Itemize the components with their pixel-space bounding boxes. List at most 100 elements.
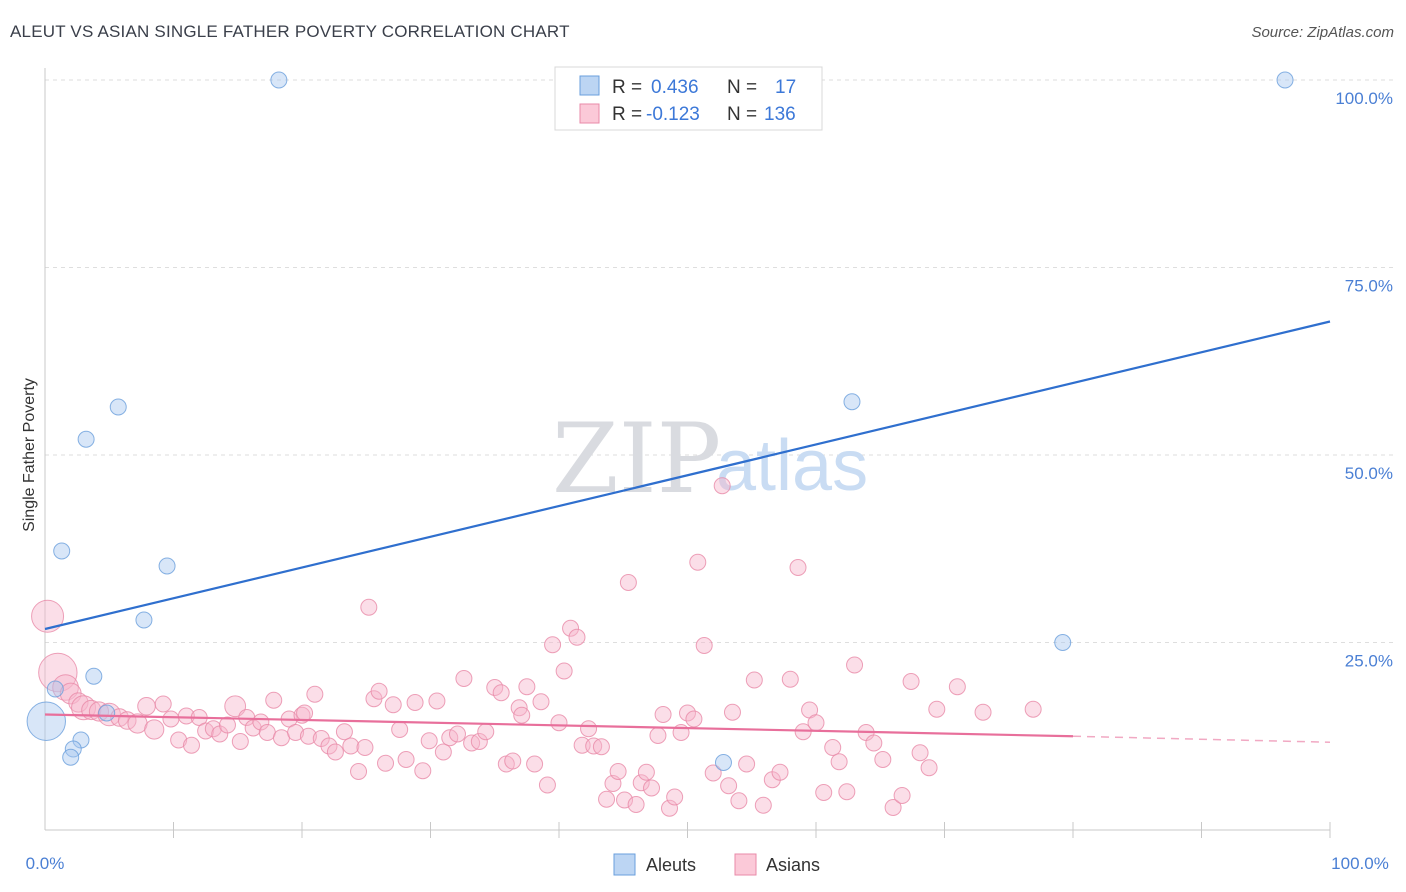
- asians-point-114: [824, 739, 842, 756]
- asians-point-56: [441, 729, 459, 747]
- asians-point-89: [649, 727, 667, 744]
- asians-point-108: [781, 670, 799, 688]
- stats-aleuts-n-label: N =: [727, 77, 757, 98]
- asians-point-73: [555, 662, 573, 680]
- asians-point-80: [598, 790, 616, 808]
- asians-point-109: [789, 559, 807, 576]
- asians-point-100: [720, 777, 738, 795]
- asians-point-84: [619, 574, 637, 591]
- x-tick-label-min: 0.0%: [26, 854, 65, 873]
- asians-point-87: [637, 763, 655, 781]
- aleuts-point-0: [270, 71, 288, 89]
- asians-point-24: [224, 695, 247, 718]
- asians-point-54: [428, 692, 446, 710]
- asians-point-85: [627, 796, 645, 813]
- asians-point-122: [893, 787, 911, 804]
- asians-point-63: [492, 684, 510, 702]
- asians-point-65: [504, 752, 522, 770]
- asians-point-47: [377, 754, 395, 772]
- y-tick-label-100: 100.0%: [1335, 89, 1393, 108]
- legend-asians-swatch[interactable]: [734, 853, 757, 876]
- asians-point-117: [846, 656, 864, 674]
- asians-point-69: [532, 693, 550, 711]
- asians-point-126: [928, 700, 946, 718]
- watermark-zip: ZIP: [552, 403, 721, 515]
- asians-point-0: [31, 599, 65, 633]
- asians-point-113: [815, 784, 833, 801]
- asians-point-42: [350, 763, 368, 780]
- legend-aleuts-label[interactable]: Aleuts: [646, 855, 696, 875]
- asians-point-51: [406, 694, 424, 711]
- aleuts-point-9: [85, 667, 103, 685]
- asians-point-102: [730, 792, 748, 810]
- asians-point-41: [342, 737, 360, 755]
- stats-aleuts-r-label: R =: [612, 77, 642, 98]
- asians-point-131: [296, 704, 314, 722]
- asians-point-61: [477, 723, 495, 741]
- stats-aleuts-swatch: [579, 75, 600, 96]
- asians-point-92: [666, 788, 684, 806]
- y-tick-label-25: 25.0%: [1345, 652, 1393, 671]
- asians-point-112: [807, 714, 825, 732]
- stats-asians-swatch: [579, 103, 600, 124]
- aleuts-point-11: [98, 704, 116, 722]
- asians-point-44: [360, 598, 378, 616]
- asians-point-128: [974, 703, 992, 721]
- chart-title: ALEUT VS ASIAN SINGLE FATHER POVERTY COR…: [10, 22, 570, 41]
- x-tick-label-max: 100.0%: [1331, 854, 1389, 873]
- asians-point-14: [154, 695, 172, 713]
- aleuts-trend-line: [44, 320, 1331, 631]
- asians-point-52: [414, 762, 432, 780]
- asians-point-29: [258, 724, 276, 741]
- asians-point-115: [830, 753, 848, 771]
- asians-point-96: [689, 553, 707, 571]
- asians-trend-line: [44, 713, 1074, 738]
- legend: Aleuts Asians: [613, 853, 820, 876]
- asians-point-105: [754, 796, 772, 814]
- asians-point-82: [609, 763, 627, 780]
- asians-point-58: [455, 670, 473, 687]
- asians-point-124: [911, 744, 929, 762]
- trend-lines: [44, 320, 1331, 743]
- asians-point-36: [306, 685, 324, 703]
- asians-point-17: [177, 707, 195, 725]
- stats-asians-n-value: 136: [764, 104, 796, 125]
- aleuts-point-15: [62, 748, 80, 766]
- asians-point-46: [370, 682, 388, 700]
- asians-point-12: [137, 696, 156, 716]
- asians-point-25: [231, 733, 249, 750]
- aleuts-point-8: [1054, 634, 1072, 651]
- asians-point-101: [723, 703, 741, 721]
- asians-point-13: [144, 719, 165, 740]
- legend-asians-label[interactable]: Asians: [766, 855, 820, 875]
- aleuts-point-3: [77, 430, 95, 448]
- y-axis-label: Single Father Poverty: [21, 378, 38, 532]
- asians-point-125: [920, 759, 938, 777]
- asians-point-55: [434, 743, 452, 761]
- chart-source: Source: ZipAtlas.com: [1251, 24, 1394, 41]
- legend-aleuts-swatch[interactable]: [613, 853, 636, 876]
- asians-point-91: [661, 799, 679, 817]
- asians-point-50: [397, 751, 415, 768]
- gridlines: [45, 79, 1395, 643]
- asians-point-38: [320, 737, 338, 755]
- asians-point-39: [326, 743, 344, 761]
- y-tick-label-50: 50.0%: [1345, 464, 1393, 483]
- asians-point-16: [170, 731, 188, 749]
- asians-point-77: [580, 720, 598, 738]
- asians-point-94: [679, 704, 696, 722]
- asians-point-40: [335, 723, 353, 741]
- stats-aleuts-n-value: 17: [775, 77, 796, 98]
- asians-point-95: [685, 710, 703, 728]
- watermark: ZIP atlas: [552, 403, 868, 515]
- asians-point-71: [544, 636, 562, 654]
- asians-point-90: [654, 706, 672, 723]
- asians-point-2: [52, 674, 79, 701]
- asians-point-72: [550, 714, 568, 732]
- y-tick-labels: 25.0% 50.0% 75.0% 100.0%: [1335, 89, 1393, 671]
- asians-point-129: [1024, 700, 1042, 718]
- asians-point-74: [562, 619, 580, 637]
- asians-point-116: [838, 783, 856, 801]
- aleuts-point-1: [1276, 71, 1294, 89]
- watermark-atlas: atlas: [716, 426, 868, 506]
